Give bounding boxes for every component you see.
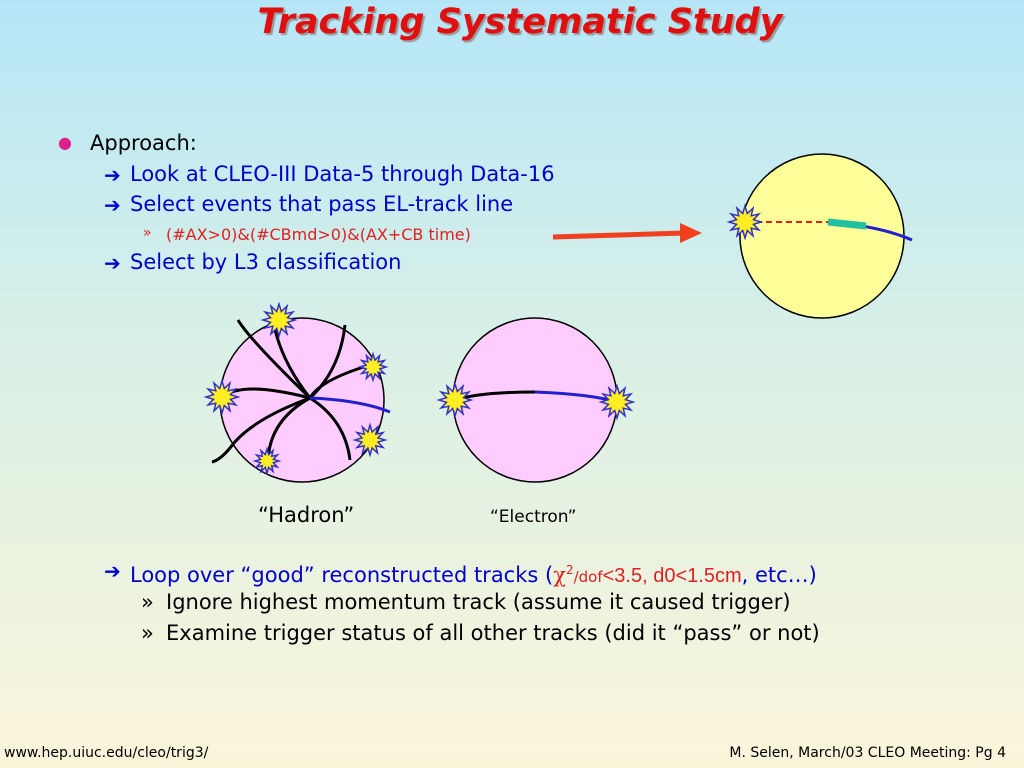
etc: etc…)	[754, 563, 817, 587]
loop-line: Loop over “good” reconstructed tracks (χ…	[130, 558, 817, 589]
sub-marker: »	[141, 590, 154, 614]
comma: ,	[741, 563, 755, 587]
electron-label: “Electron”	[490, 507, 577, 527]
hit-star	[252, 446, 282, 476]
hit-star	[203, 378, 241, 416]
hadron-track-blue	[309, 396, 391, 414]
arrow-marker: ➔	[104, 559, 121, 583]
pointer-arrow-head	[680, 223, 702, 243]
electron-detector	[452, 317, 618, 483]
slide-title: Tracking Systematic Study	[257, 2, 783, 42]
hit-star	[352, 422, 388, 458]
sub-marker: »	[143, 225, 152, 241]
hit-star	[726, 203, 764, 241]
cuts: <3.5, d0<1.5cm	[602, 565, 742, 587]
hit-star	[598, 383, 636, 421]
bullet: ●	[58, 133, 72, 152]
item-text: Select by L3 classification	[130, 250, 402, 274]
arrow-marker: ➔	[104, 251, 121, 275]
hit-star	[260, 301, 298, 339]
pointer-arrow	[552, 230, 686, 240]
hit-star	[436, 381, 474, 419]
track-segment	[827, 218, 867, 230]
el-track-detector	[739, 153, 905, 319]
sub-item-text: Examine trigger status of all other trac…	[166, 621, 820, 645]
item-text: Look at CLEO-III Data-5 through Data-16	[130, 162, 555, 186]
hadron-label: “Hadron”	[258, 503, 355, 527]
footer-left: www.hep.uiuc.edu/cleo/trig3/	[4, 745, 209, 761]
arrow-marker: ➔	[104, 193, 121, 217]
item-text: Select events that pass EL-track line	[130, 192, 514, 216]
arrow-marker: ➔	[104, 163, 121, 187]
footer-right: M. Selen, March/03 CLEO Meeting: Pg 4	[729, 745, 1006, 761]
sub-item-text: (#AX>0)&(#CBmd>0)&(AX+CB time)	[166, 225, 471, 244]
hit-star	[357, 351, 389, 383]
chi: χ	[553, 563, 566, 587]
chi-exponent: 2	[565, 563, 574, 577]
sub-marker: »	[141, 621, 154, 645]
dof: /dof	[573, 568, 603, 586]
sub-item-text: Ignore highest momentum track (assume it…	[166, 590, 791, 614]
loop-text: Loop over “good” reconstructed tracks (	[130, 563, 554, 587]
bullet-text: Approach:	[90, 131, 197, 155]
